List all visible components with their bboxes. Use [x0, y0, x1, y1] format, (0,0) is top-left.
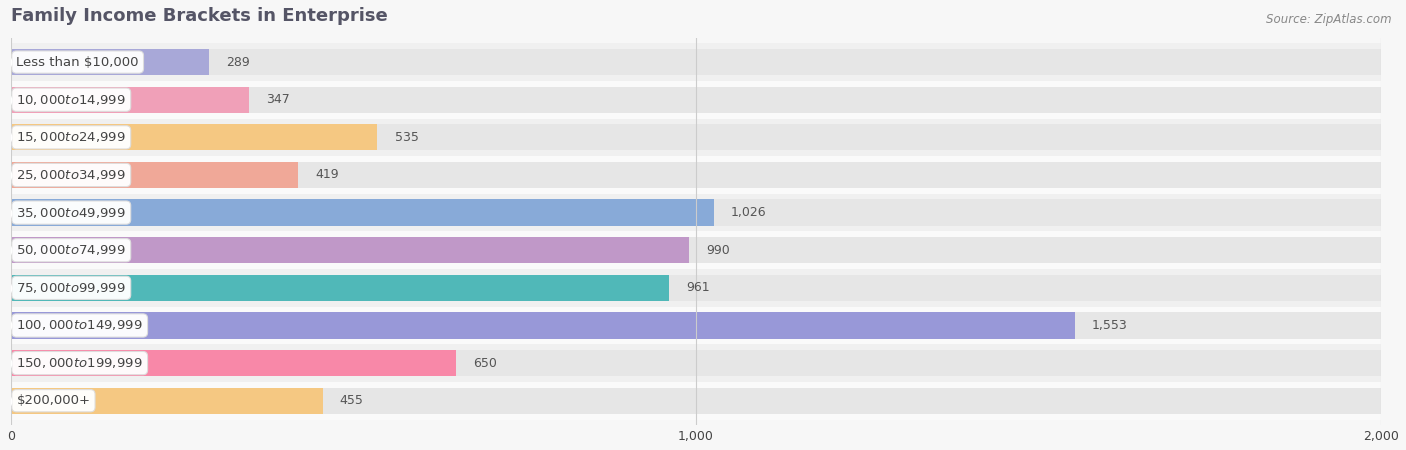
Bar — [11, 237, 1381, 263]
Bar — [11, 199, 1381, 226]
Text: $10,000 to $14,999: $10,000 to $14,999 — [17, 93, 127, 107]
Text: Less than $10,000: Less than $10,000 — [17, 55, 139, 68]
Bar — [11, 344, 1381, 382]
Text: Source: ZipAtlas.com: Source: ZipAtlas.com — [1267, 14, 1392, 27]
Text: 455: 455 — [340, 394, 364, 407]
Bar — [11, 49, 1381, 75]
Bar — [11, 306, 1381, 344]
Bar — [11, 387, 322, 414]
Bar — [11, 86, 249, 113]
Text: $15,000 to $24,999: $15,000 to $24,999 — [17, 130, 127, 144]
Bar — [11, 269, 1381, 306]
Bar — [11, 156, 1381, 194]
Text: 1,026: 1,026 — [731, 206, 766, 219]
Text: Family Income Brackets in Enterprise: Family Income Brackets in Enterprise — [11, 7, 388, 25]
Bar — [11, 118, 1381, 156]
Text: $50,000 to $74,999: $50,000 to $74,999 — [17, 243, 127, 257]
Text: 1,553: 1,553 — [1092, 319, 1128, 332]
Bar — [11, 231, 1381, 269]
Text: 961: 961 — [686, 281, 710, 294]
Bar — [11, 387, 1381, 414]
Text: $150,000 to $199,999: $150,000 to $199,999 — [17, 356, 143, 370]
Bar — [11, 162, 1381, 188]
Text: 347: 347 — [266, 93, 290, 106]
Bar — [11, 274, 1381, 301]
Bar — [11, 162, 298, 188]
Bar — [11, 350, 457, 376]
Bar — [11, 43, 1381, 81]
Bar — [11, 274, 669, 301]
Text: $75,000 to $99,999: $75,000 to $99,999 — [17, 281, 127, 295]
Text: $100,000 to $149,999: $100,000 to $149,999 — [17, 319, 143, 333]
Bar — [11, 350, 1381, 376]
Bar — [11, 49, 209, 75]
Text: 289: 289 — [226, 55, 250, 68]
Text: $200,000+: $200,000+ — [17, 394, 90, 407]
Bar — [11, 382, 1381, 419]
Bar — [11, 124, 1381, 150]
Bar — [11, 194, 1381, 231]
Bar — [11, 199, 714, 226]
Bar — [11, 237, 689, 263]
Text: 419: 419 — [315, 168, 339, 181]
Bar — [11, 86, 1381, 113]
Bar — [11, 81, 1381, 118]
Text: 535: 535 — [395, 131, 419, 144]
Bar — [11, 312, 1381, 339]
Text: 650: 650 — [474, 356, 498, 369]
Bar — [11, 124, 377, 150]
Text: $25,000 to $34,999: $25,000 to $34,999 — [17, 168, 127, 182]
Bar — [11, 312, 1074, 339]
Text: 990: 990 — [706, 244, 730, 256]
Text: $35,000 to $49,999: $35,000 to $49,999 — [17, 206, 127, 220]
